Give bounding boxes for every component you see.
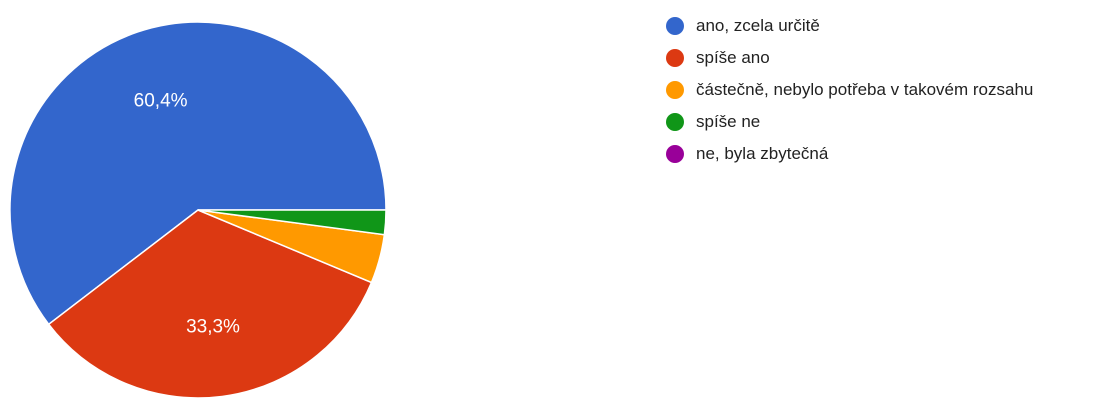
legend-item[interactable]: spíše ne [662,110,1098,134]
legend-swatch-icon [666,17,684,35]
legend-label: spíše ano [696,48,770,67]
legend-label: částečně, nebylo potřeba v takovém rozsa… [696,80,1034,99]
legend-item[interactable]: částečně, nebylo potřeba v takovém rozsa… [662,78,1098,102]
legend-item[interactable]: spíše ano [662,46,1098,70]
pie-slice-2[interactable] [47,209,373,399]
legend: ano, zcela určitě spíše ano částečně, neby… [662,14,1098,174]
legend-label: ne, byla zbytečná [696,144,829,163]
slice-data-label: 60,4% [134,91,188,112]
pie-slice-1[interactable] [9,21,387,326]
legend-swatch-icon [666,81,684,99]
legend-label: spíše ne [696,112,761,131]
pie-plot: 60,4% 33,3% [9,21,387,399]
pie-slice-4[interactable] [197,209,387,236]
legend-item[interactable]: ne, byla zbytečná [662,142,1098,166]
legend-label: ano, zcela určitě [696,16,820,35]
legend-swatch-icon [666,145,684,163]
legend-item[interactable]: ano, zcela určitě [662,14,1098,38]
legend-swatch-icon [666,113,684,131]
legend-swatch-icon [666,49,684,67]
slice-data-label: 33,3% [186,317,240,338]
